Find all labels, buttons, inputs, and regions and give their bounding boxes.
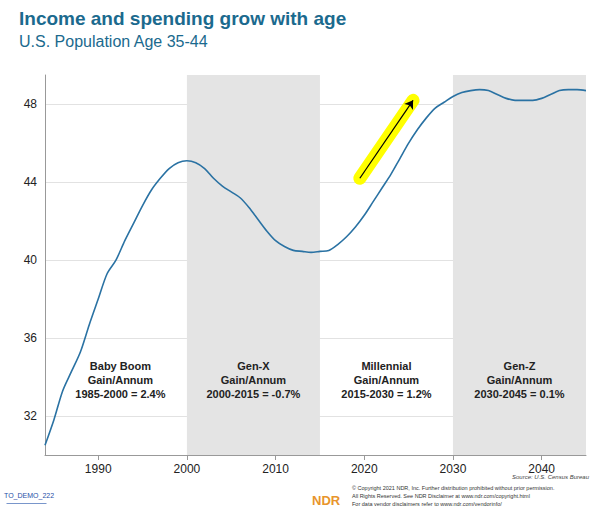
svg-text:Gen-X: Gen-X [237, 360, 270, 372]
svg-text:48: 48 [24, 97, 38, 111]
svg-text:44: 44 [24, 175, 38, 189]
svg-text:Gain/Annum: Gain/Annum [354, 374, 420, 386]
svg-text:40: 40 [24, 253, 38, 267]
svg-text:2010: 2010 [262, 462, 289, 476]
svg-text:2030-2045 = 0.1%: 2030-2045 = 0.1% [474, 388, 564, 400]
svg-text:2020: 2020 [351, 462, 378, 476]
svg-text:For data vendor disclaimers re: For data vendor disclaimers refer to www… [352, 501, 502, 507]
svg-text:U.S. Population Age 35-44: U.S. Population Age 35-44 [19, 33, 208, 50]
svg-text:36: 36 [24, 331, 38, 345]
svg-text:Gain/Annum: Gain/Annum [88, 374, 154, 386]
svg-text:2000-2015 = -0.7%: 2000-2015 = -0.7% [206, 388, 300, 400]
svg-text:© Copyright 2021 NDR, Inc. Fur: © Copyright 2021 NDR, Inc. Further distr… [352, 485, 555, 491]
svg-text:Income and spending grow with: Income and spending grow with age [19, 8, 346, 29]
svg-text:Source: U.S. Census Bureau: Source: U.S. Census Bureau [512, 474, 589, 480]
svg-text:Gen-Z: Gen-Z [504, 360, 536, 372]
svg-text:Gain/Annum: Gain/Annum [487, 374, 553, 386]
svg-text:1990: 1990 [85, 462, 112, 476]
svg-text:All Rights Reserved. See NDR D: All Rights Reserved. See NDR Disclaimer … [352, 493, 530, 499]
svg-text:2015-2030 = 1.2%: 2015-2030 = 1.2% [341, 388, 431, 400]
svg-text:NDR: NDR [312, 493, 341, 508]
svg-text:2040: 2040 [528, 462, 555, 476]
svg-text:1985-2000 = 2.4%: 1985-2000 = 2.4% [75, 388, 165, 400]
svg-text:2000: 2000 [174, 462, 201, 476]
svg-text:32: 32 [24, 409, 38, 423]
svg-text:Gain/Annum: Gain/Annum [221, 374, 287, 386]
svg-text:Millennial: Millennial [361, 360, 411, 372]
svg-text:2030: 2030 [440, 462, 467, 476]
svg-text:TO_DEMO_222: TO_DEMO_222 [4, 492, 54, 500]
svg-text:Baby Boom: Baby Boom [90, 360, 151, 372]
